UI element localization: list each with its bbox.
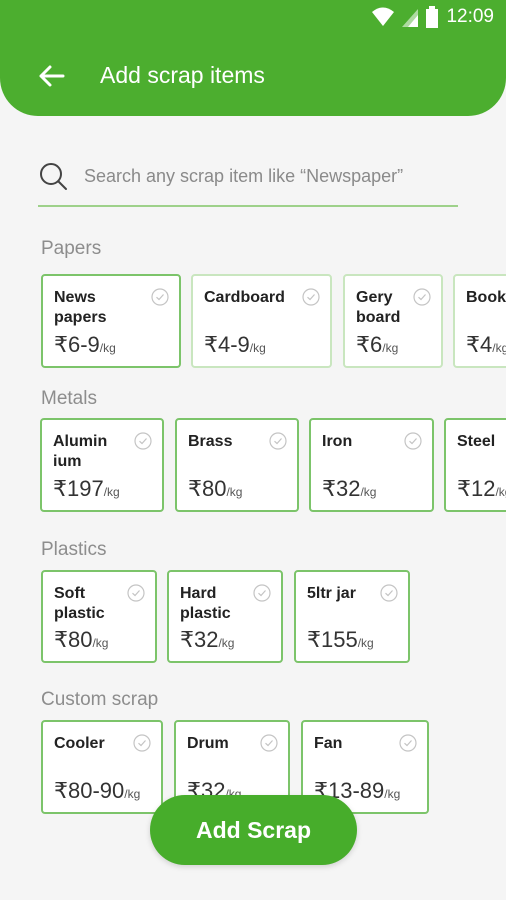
item-name: 5ltr jar [307,585,356,602]
item-price: ₹155/kg [307,627,374,652]
check-circle-icon[interactable] [399,734,417,752]
item-price: ₹197/kg [53,476,120,501]
check-circle-icon[interactable] [269,432,287,450]
item-card-hard-plastic[interactable]: Hard plastic ₹32/kg [167,570,283,663]
section-title-papers: Papers [41,238,102,259]
item-name: Alumin ium [53,433,108,470]
wifi-icon [372,7,395,26]
signal-icon [402,9,419,27]
status-time: 12:09 [446,6,494,27]
check-circle-icon[interactable] [380,584,398,602]
item-card-iron[interactable]: Iron ₹32/kg [309,418,434,512]
section-title-plastics: Plastics [41,539,107,560]
check-circle-icon[interactable] [134,432,152,450]
item-card-aluminium[interactable]: Alumin ium ₹197/kg [40,418,164,512]
item-card-newspapers[interactable]: News papers ₹6-9/kg [41,274,181,368]
page-title: Add scrap items [100,62,265,88]
app-bar: Add scrap items [0,36,506,116]
item-name: Hard plastic [180,585,231,622]
item-name: Soft plastic [54,585,105,622]
section-title-metals: Metals [41,388,97,409]
search-input[interactable] [84,159,454,193]
item-name: News papers [54,289,107,326]
item-card-book[interactable]: Book ₹4/kg [453,274,506,368]
item-card-soft-plastic[interactable]: Soft plastic ₹80/kg [41,570,157,663]
item-name: Gery board [356,289,401,326]
item-price: ₹80-90/kg [54,778,141,803]
item-card-5ltr-jar[interactable]: 5ltr jar ₹155/kg [294,570,410,663]
check-circle-icon[interactable] [260,734,278,752]
search-bar [38,155,458,207]
item-name: Fan [314,735,343,752]
item-card-gery-board[interactable]: Gery board ₹6/kg [343,274,443,368]
item-name: Steel [457,433,496,450]
item-card-brass[interactable]: Brass ₹80/kg [175,418,299,512]
papers-row: News papers ₹6-9/kg Cardboard ₹4-9/kg Ge… [0,270,506,374]
item-price: ₹32/kg [180,627,235,652]
item-price: ₹12/kg [457,476,506,501]
item-price: ₹4-9/kg [204,332,266,357]
check-circle-icon[interactable] [133,734,151,752]
item-price: ₹6/kg [356,332,399,357]
item-price: ₹80/kg [54,627,109,652]
item-price: ₹80/kg [188,476,243,501]
check-circle-icon[interactable] [127,584,145,602]
item-name: Cooler [54,735,105,752]
item-name: Cardboard [204,289,285,306]
add-scrap-button[interactable]: Add Scrap [150,795,357,865]
battery-icon [426,6,439,28]
item-price: ₹6-9/kg [54,332,116,357]
check-circle-icon[interactable] [404,432,422,450]
item-price: ₹4/kg [466,332,506,357]
check-circle-icon[interactable] [253,584,271,602]
item-name: Drum [187,735,229,752]
item-name: Iron [322,433,353,450]
metals-row: Alumin ium ₹197/kg Brass ₹80/kg Iron ₹32… [0,414,506,516]
item-price: ₹32/kg [322,476,377,501]
check-circle-icon[interactable] [302,288,320,306]
status-bar: 12:09 [0,0,506,36]
item-name: Brass [188,433,233,450]
item-card-cooler[interactable]: Cooler ₹80-90/kg [41,720,163,814]
item-name: Book [466,289,506,306]
back-arrow-icon[interactable] [36,60,68,92]
check-circle-icon[interactable] [413,288,431,306]
item-card-cardboard[interactable]: Cardboard ₹4-9/kg [191,274,332,368]
plastics-row: Soft plastic ₹80/kg Hard plastic ₹32/kg … [0,566,506,666]
check-circle-icon[interactable] [151,288,169,306]
search-icon [40,163,67,190]
item-card-steel[interactable]: Steel ₹12/kg [444,418,506,512]
section-title-custom-scrap: Custom scrap [41,689,159,710]
